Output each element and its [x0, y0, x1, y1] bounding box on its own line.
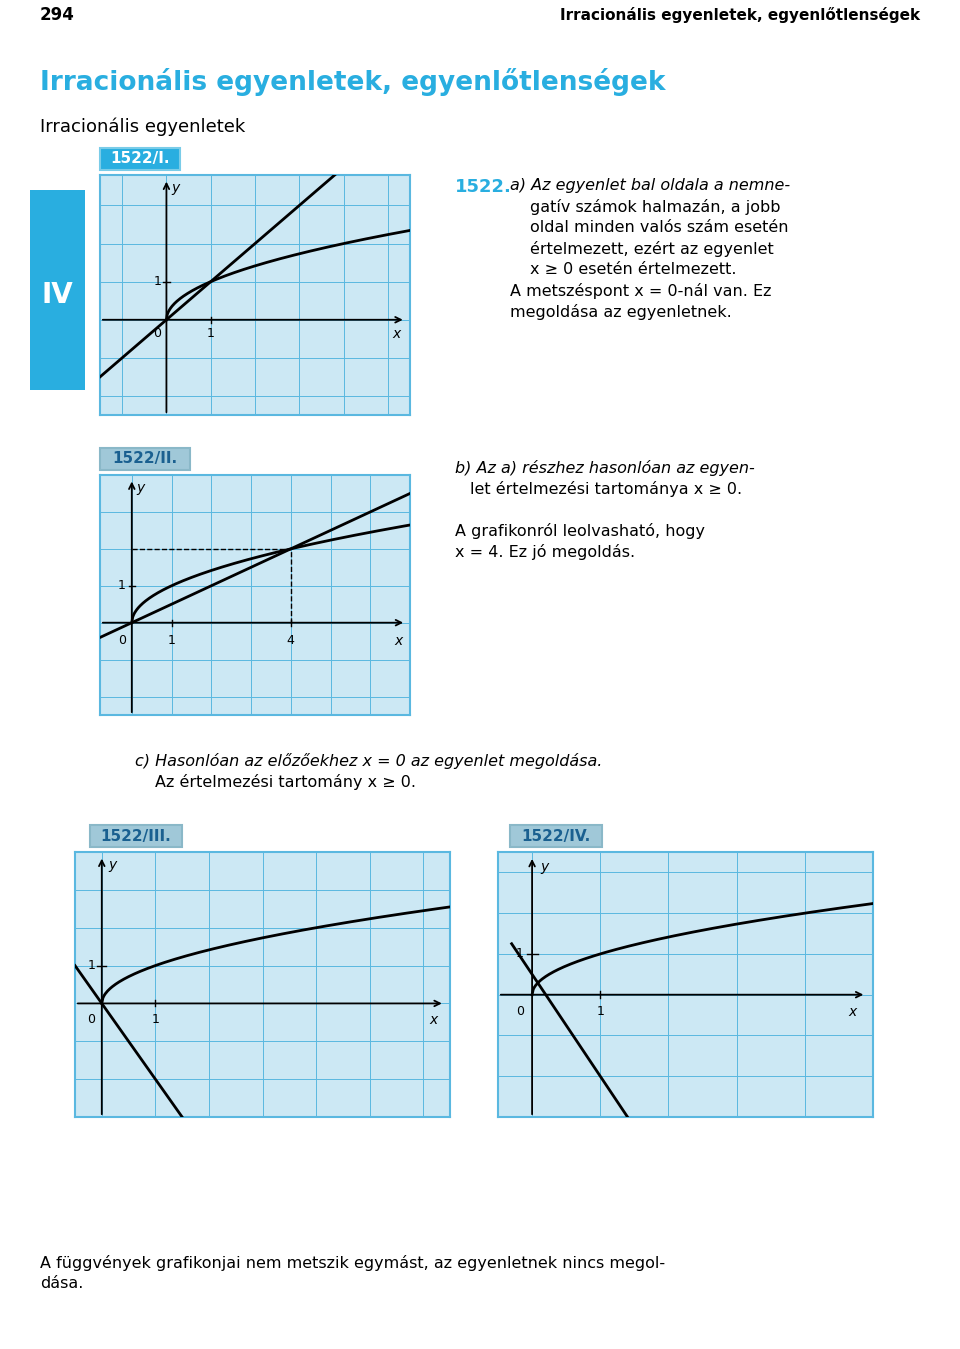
Text: 1: 1	[154, 275, 161, 289]
Text: IV: IV	[41, 281, 73, 309]
Text: Irracionális egyenletek: Irracionális egyenletek	[40, 117, 245, 136]
Text: 4: 4	[287, 634, 295, 646]
Text: 1: 1	[168, 634, 176, 646]
Text: 0: 0	[118, 634, 126, 646]
Text: Irracionális egyenletek, egyenlőtlenségek: Irracionális egyenletek, egyenlőtlensége…	[40, 67, 665, 96]
Text: c) Hasonlóan az előzőekhez x = 0 az egyenlet megoldása.: c) Hasonlóan az előzőekhez x = 0 az egye…	[135, 753, 602, 769]
Text: Irracionális egyenletek, egyenlőtlenségek: Irracionális egyenletek, egyenlőtlensége…	[560, 7, 920, 23]
Text: 1522/IV.: 1522/IV.	[521, 828, 590, 843]
Text: 294: 294	[40, 5, 75, 24]
Text: A metszéspont x = 0-nál van. Ez: A metszéspont x = 0-nál van. Ez	[510, 283, 772, 299]
Text: 0: 0	[153, 326, 161, 340]
Text: 1: 1	[206, 328, 215, 340]
Text: 1: 1	[516, 947, 524, 960]
Text: 1: 1	[152, 1013, 159, 1025]
FancyBboxPatch shape	[30, 190, 85, 390]
FancyBboxPatch shape	[90, 826, 182, 847]
Text: dása.: dása.	[40, 1276, 84, 1291]
Text: 1522.: 1522.	[455, 178, 512, 196]
FancyBboxPatch shape	[100, 448, 190, 469]
Text: 0: 0	[516, 1005, 524, 1018]
Text: megoldása az egyenletnek.: megoldása az egyenletnek.	[510, 304, 732, 320]
Text: x: x	[393, 328, 401, 341]
Text: x: x	[394, 634, 402, 648]
Text: y: y	[172, 181, 180, 194]
Text: 0: 0	[87, 1013, 95, 1025]
FancyBboxPatch shape	[100, 148, 180, 170]
Text: 1522/I.: 1522/I.	[110, 151, 170, 166]
Text: 1522/II.: 1522/II.	[112, 452, 178, 467]
Text: 1522/III.: 1522/III.	[101, 828, 172, 843]
Text: 1: 1	[596, 1005, 604, 1018]
Text: 1: 1	[87, 959, 95, 973]
Text: gatív számok halmazán, a jobb: gatív számok halmazán, a jobb	[530, 200, 780, 214]
Text: x: x	[430, 1013, 438, 1027]
Text: A függvények grafikonjai nem metszik egymást, az egyenletnek nincs megol-: A függvények grafikonjai nem metszik egy…	[40, 1255, 665, 1271]
Text: értelmezett, ezért az egyenlet: értelmezett, ezért az egyenlet	[530, 241, 774, 258]
Text: y: y	[540, 861, 548, 874]
Text: Az értelmezési tartomány x ≥ 0.: Az értelmezési tartomány x ≥ 0.	[155, 774, 416, 791]
Text: y: y	[108, 858, 116, 871]
Text: A grafikonról leolvasható, hogy: A grafikonról leolvasható, hogy	[455, 523, 705, 540]
Text: x: x	[849, 1005, 856, 1018]
Text: x = 4. Ez jó megoldás.: x = 4. Ez jó megoldás.	[455, 544, 636, 560]
Text: let értelmezési tartománya x ≥ 0.: let értelmezési tartománya x ≥ 0.	[470, 482, 742, 496]
Text: oldal minden valós szám esetén: oldal minden valós szám esetén	[530, 220, 788, 235]
Text: y: y	[136, 480, 145, 495]
Text: x ≥ 0 esetén értelmezett.: x ≥ 0 esetén értelmezett.	[530, 262, 736, 277]
Text: a) Az egyenlet bal oldala a nemne-: a) Az egyenlet bal oldala a nemne-	[510, 178, 790, 193]
Text: b) Az a) részhez hasonlóan az egyen-: b) Az a) részhez hasonlóan az egyen-	[455, 460, 755, 476]
Text: 1: 1	[118, 579, 126, 592]
FancyBboxPatch shape	[510, 826, 602, 847]
